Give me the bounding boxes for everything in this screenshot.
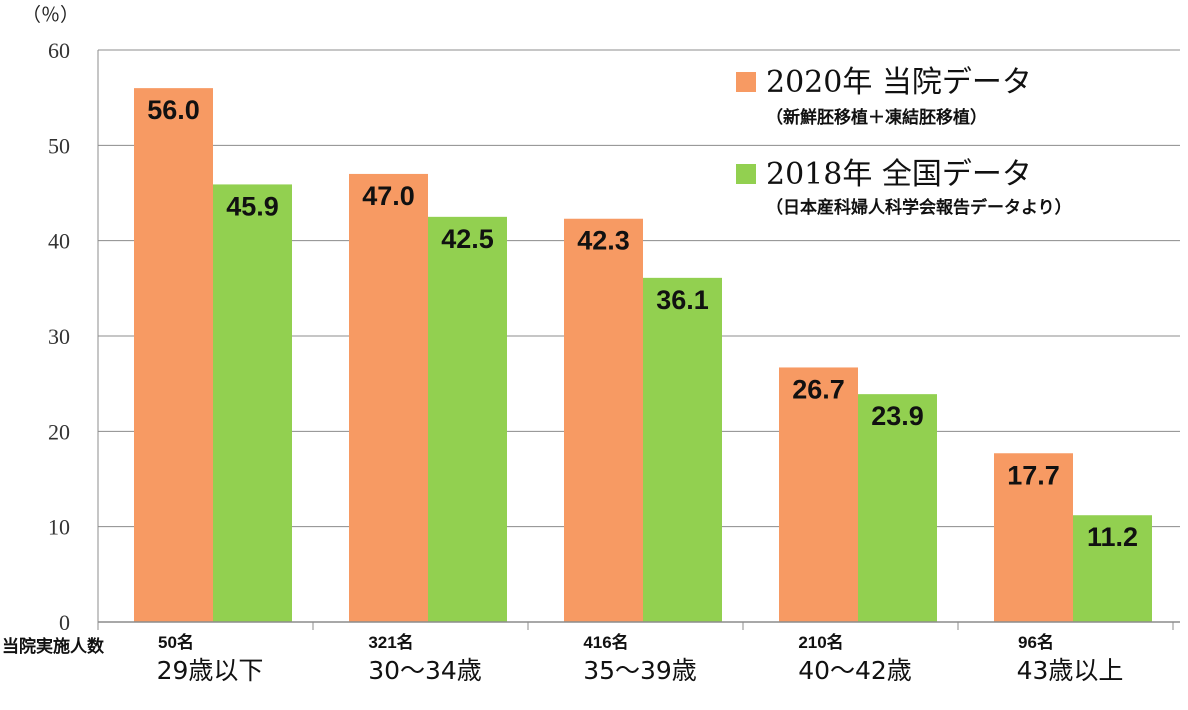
y-tick-label: 40 [48,229,70,254]
bar [779,367,858,622]
x-axis-tick-marks [97,622,1174,630]
counts-header: 当院実施人数 [2,636,105,657]
category-label: 40〜42歳 [798,656,912,685]
patient-count: 321名 [368,632,413,652]
patient-count: 416名 [583,632,628,652]
data-label: 47.0 [362,181,415,211]
bar [564,218,643,623]
bar [349,173,428,622]
legend-label-series-1: 2020年 当院データ [766,65,1032,100]
category-label: 43歳以上 [1017,656,1124,685]
bar [858,394,937,622]
legend-label-series-2: 2018年 全国データ [766,157,1032,192]
data-label: 11.2 [1087,522,1138,552]
y-tick-label: 10 [48,515,70,540]
patient-count: 50名 [158,632,194,652]
legend-swatch-series-1 [736,72,756,92]
y-axis-ticks: 0 10 20 30 40 50 60 [48,38,70,635]
patient-counts: 50名 321名 416名 210名 96名 [158,632,1054,652]
legend-note-series-2: （日本産科婦人科学会報告データより） [766,197,1072,218]
data-label: 56.0 [147,95,200,125]
data-label: 17.7 [1007,460,1060,490]
bar [213,184,292,623]
category-label: 35〜39歳 [583,656,697,685]
y-tick-label: 30 [48,324,70,349]
data-label: 42.3 [577,226,630,256]
category-label: 30〜34歳 [368,656,482,685]
bars [134,88,1152,623]
legend-swatch-series-2 [736,164,756,184]
data-label: 42.5 [441,224,494,254]
y-tick-label: 20 [48,419,70,444]
category-labels: 29歳以下 30〜34歳 35〜39歳 40〜42歳 43歳以上 [157,656,1124,685]
bar [1073,515,1152,622]
patient-count: 210名 [798,632,843,652]
y-tick-label: 60 [48,38,70,63]
data-label: 36.1 [656,285,709,315]
data-label: 45.9 [226,191,279,221]
data-labels: 56.0 47.0 42.3 26.7 17.7 45.9 42.5 36.1 23.9 11.2 [147,95,1138,552]
y-axis-unit: （％） [22,4,79,26]
y-tick-label: 0 [59,610,70,635]
bar [994,453,1073,622]
bar [643,277,722,622]
bar [134,88,213,623]
bar [428,216,507,623]
category-label: 29歳以下 [157,656,264,685]
legend-note-series-1: （新鮮胚移植＋凍結胚移植） [766,107,987,128]
y-tick-label: 50 [48,133,70,158]
legend: 2020年 当院データ （新鮮胚移植＋凍結胚移植） 2018年 全国データ （日… [736,65,1072,218]
data-label: 26.7 [792,374,845,404]
data-label: 23.9 [871,401,924,431]
patient-count: 96名 [1018,632,1054,652]
